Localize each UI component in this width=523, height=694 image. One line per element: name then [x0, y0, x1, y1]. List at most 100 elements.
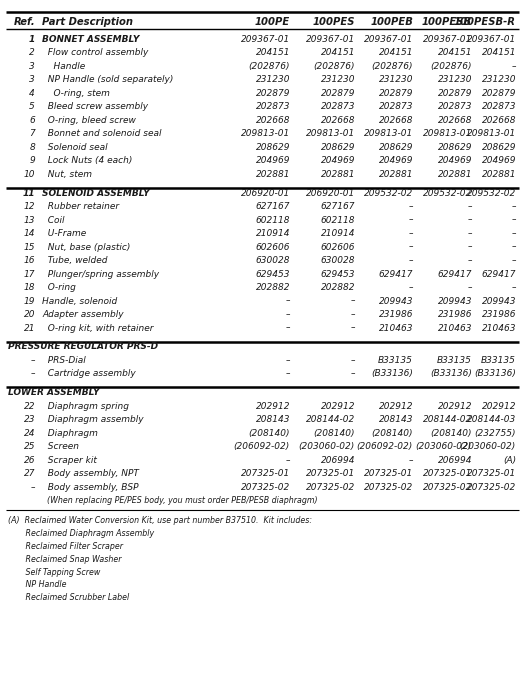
- Text: 202912: 202912: [482, 402, 516, 411]
- Text: (208140): (208140): [430, 429, 472, 438]
- Text: Diaphragm assembly: Diaphragm assembly: [42, 415, 144, 424]
- Text: 209943: 209943: [438, 296, 472, 305]
- Text: 204151: 204151: [482, 48, 516, 57]
- Text: 202881: 202881: [379, 169, 413, 178]
- Text: –: –: [408, 216, 413, 225]
- Text: LOWER ASSEMBLY: LOWER ASSEMBLY: [8, 389, 99, 398]
- Text: 5: 5: [29, 102, 35, 111]
- Text: NP Handle: NP Handle: [8, 580, 66, 589]
- Text: 204969: 204969: [482, 156, 516, 165]
- Text: 209367-01: 209367-01: [306, 35, 355, 44]
- Text: 10: 10: [24, 169, 35, 178]
- Text: 202912: 202912: [379, 402, 413, 411]
- Text: 209367-01: 209367-01: [364, 35, 413, 44]
- Text: 202668: 202668: [256, 116, 290, 125]
- Text: O-ring kit, with retainer: O-ring kit, with retainer: [42, 323, 153, 332]
- Text: 100PEB: 100PEB: [370, 17, 413, 27]
- Text: NP Handle (sold separately): NP Handle (sold separately): [42, 75, 174, 84]
- Text: B33135: B33135: [378, 356, 413, 365]
- Text: Scraper kit: Scraper kit: [42, 456, 97, 465]
- Text: –: –: [286, 323, 290, 332]
- Text: 210914: 210914: [321, 229, 355, 238]
- Text: (202876): (202876): [248, 62, 290, 71]
- Text: 1: 1: [29, 35, 35, 44]
- Text: 22: 22: [24, 402, 35, 411]
- Text: Body assembly, NPT: Body assembly, NPT: [42, 469, 139, 478]
- Text: –: –: [468, 283, 472, 292]
- Text: 209943: 209943: [482, 296, 516, 305]
- Text: Coil: Coil: [42, 216, 64, 225]
- Text: (208140): (208140): [371, 429, 413, 438]
- Text: –: –: [286, 456, 290, 465]
- Text: 3: 3: [29, 62, 35, 71]
- Text: 629453: 629453: [321, 269, 355, 278]
- Text: 231230: 231230: [379, 75, 413, 84]
- Text: 202668: 202668: [379, 116, 413, 125]
- Text: Rubber retainer: Rubber retainer: [42, 202, 119, 211]
- Text: –: –: [408, 242, 413, 251]
- Text: 2: 2: [29, 48, 35, 57]
- Text: 11: 11: [22, 189, 35, 198]
- Text: Nut, stem: Nut, stem: [42, 169, 92, 178]
- Text: 602118: 602118: [256, 216, 290, 225]
- Text: 13: 13: [24, 216, 35, 225]
- Text: Lock Nuts (4 each): Lock Nuts (4 each): [42, 156, 132, 165]
- Text: PRESSURE REGULATOR PRS-D: PRESSURE REGULATOR PRS-D: [8, 342, 158, 351]
- Text: 6: 6: [29, 116, 35, 125]
- Text: 209367-01: 209367-01: [423, 35, 472, 44]
- Text: 207325-02: 207325-02: [467, 483, 516, 492]
- Text: 202912: 202912: [438, 402, 472, 411]
- Text: –: –: [350, 369, 355, 378]
- Text: 204969: 204969: [379, 156, 413, 165]
- Text: 202882: 202882: [321, 283, 355, 292]
- Text: 209813-01: 209813-01: [241, 129, 290, 138]
- Text: (203060-02): (203060-02): [416, 442, 472, 451]
- Text: Flow control assembly: Flow control assembly: [42, 48, 149, 57]
- Text: –: –: [511, 216, 516, 225]
- Text: (B33136): (B33136): [371, 369, 413, 378]
- Text: 202873: 202873: [256, 102, 290, 111]
- Text: Self Tapping Screw: Self Tapping Screw: [8, 568, 100, 577]
- Text: 100PES: 100PES: [313, 17, 355, 27]
- Text: Nut, base (plastic): Nut, base (plastic): [42, 242, 130, 251]
- Text: 207325-01: 207325-01: [364, 469, 413, 478]
- Text: 25: 25: [24, 442, 35, 451]
- Text: Handle, solenoid: Handle, solenoid: [42, 296, 117, 305]
- Text: 9: 9: [29, 156, 35, 165]
- Text: –: –: [30, 356, 35, 365]
- Text: 209813-01: 209813-01: [306, 129, 355, 138]
- Text: 210914: 210914: [256, 229, 290, 238]
- Text: 202912: 202912: [256, 402, 290, 411]
- Text: 231986: 231986: [438, 310, 472, 319]
- Text: 202881: 202881: [438, 169, 472, 178]
- Text: 207325-02: 207325-02: [364, 483, 413, 492]
- Text: Part Description: Part Description: [42, 17, 133, 27]
- Text: 24: 24: [24, 429, 35, 438]
- Text: –: –: [408, 256, 413, 265]
- Text: 627167: 627167: [256, 202, 290, 211]
- Text: –: –: [468, 216, 472, 225]
- Text: 202873: 202873: [438, 102, 472, 111]
- Text: 209532-02: 209532-02: [364, 189, 413, 198]
- Text: Reclaimed Filter Scraper: Reclaimed Filter Scraper: [8, 542, 123, 551]
- Text: B33135: B33135: [481, 356, 516, 365]
- Text: 202879: 202879: [482, 89, 516, 98]
- Text: 100PE: 100PE: [255, 17, 290, 27]
- Text: 18: 18: [24, 283, 35, 292]
- Text: 14: 14: [24, 229, 35, 238]
- Text: –: –: [408, 229, 413, 238]
- Text: 208144-03: 208144-03: [467, 415, 516, 424]
- Text: Reclaimed Scrubber Label: Reclaimed Scrubber Label: [8, 593, 129, 602]
- Text: 202879: 202879: [321, 89, 355, 98]
- Text: 202882: 202882: [256, 283, 290, 292]
- Text: –: –: [511, 62, 516, 71]
- Text: Bonnet and solenoid seal: Bonnet and solenoid seal: [42, 129, 162, 138]
- Text: –: –: [511, 229, 516, 238]
- Text: –: –: [511, 202, 516, 211]
- Text: 7: 7: [29, 129, 35, 138]
- Text: 209813-01: 209813-01: [467, 129, 516, 138]
- Text: (206092-02): (206092-02): [357, 442, 413, 451]
- Text: –: –: [408, 283, 413, 292]
- Text: (B33136): (B33136): [430, 369, 472, 378]
- Text: (202876): (202876): [313, 62, 355, 71]
